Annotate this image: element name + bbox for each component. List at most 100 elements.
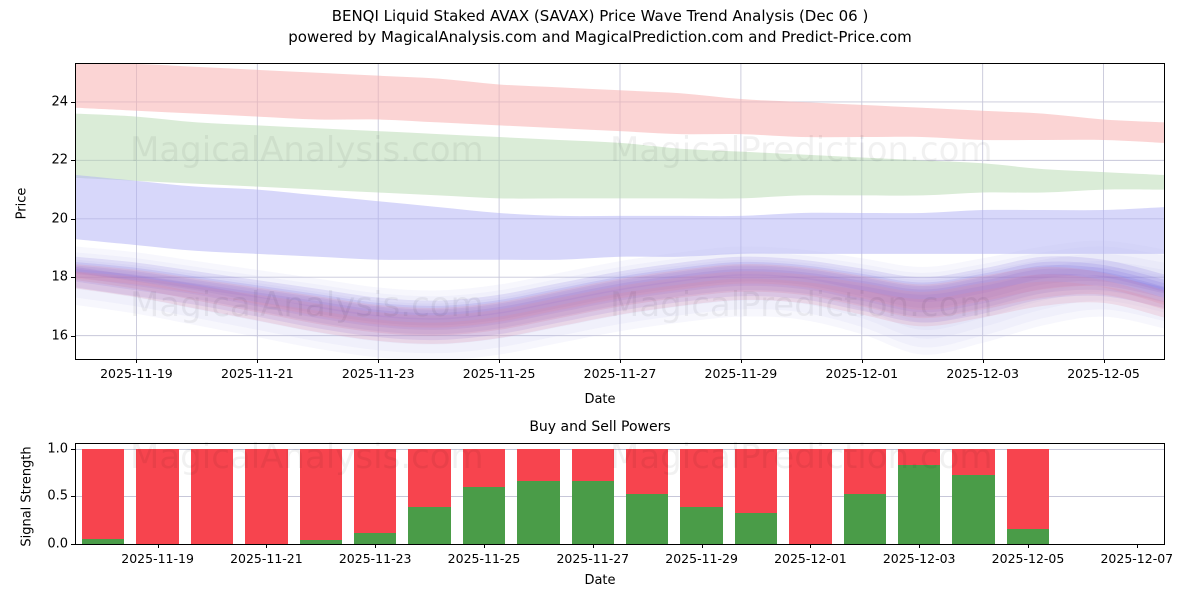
buy-power-segment	[299, 540, 342, 544]
price-x-tick-label: 2025-11-25	[462, 366, 536, 381]
title-line-1: BENQI Liquid Staked AVAX (SAVAX) Price W…	[331, 7, 869, 25]
bars-x-axis-label: Date	[584, 573, 616, 588]
bars-y-tick-mark	[71, 448, 75, 450]
signal-bar[interactable]	[299, 444, 342, 544]
sell-power-segment	[190, 448, 234, 544]
price-y-tick-label: 20	[51, 211, 68, 227]
bars-y-axis-label: Signal Strength	[19, 446, 35, 547]
price-x-tick-label: 2025-12-03	[946, 366, 1019, 381]
price-y-tick-label: 18	[51, 269, 68, 285]
bars-chart-title: Buy and Sell Powers	[529, 419, 671, 435]
page-title: BENQI Liquid Staked AVAX (SAVAX) Price W…	[0, 6, 1200, 48]
signal-bar[interactable]	[897, 444, 941, 544]
price-band-upper-trend-band-green	[76, 113, 1164, 199]
bars-x-tick-label: 2025-11-23	[338, 551, 412, 566]
price-y-tick-label: 16	[51, 328, 68, 344]
buy-power-segment	[408, 506, 451, 544]
sell-power-segment	[299, 448, 342, 544]
signal-bar[interactable]	[789, 444, 832, 544]
sell-power-segment	[353, 448, 397, 544]
sell-power-segment	[81, 448, 125, 544]
bars-x-tick-label: 2025-11-27	[556, 551, 630, 566]
price-plot-area	[76, 64, 1164, 359]
bars-chart-axes	[75, 443, 1165, 545]
price-x-tick-mark	[620, 359, 621, 363]
signal-bar[interactable]	[843, 444, 886, 544]
price-y-tick-mark	[71, 335, 75, 337]
buy-power-segment	[625, 493, 669, 544]
bars-x-tick-mark	[919, 544, 921, 548]
price-x-tick-label: 2025-11-23	[341, 366, 415, 381]
sell-power-segment	[245, 448, 288, 544]
signal-bar[interactable]	[136, 444, 179, 544]
signal-bar[interactable]	[81, 444, 125, 544]
bars-x-tick-label: 2025-11-21	[230, 551, 303, 566]
sell-power-segment	[1006, 448, 1050, 544]
bars-y-tick-mark	[71, 544, 75, 545]
bars-y-tick-label: 1.0	[47, 441, 68, 457]
price-x-tick-mark	[740, 359, 742, 363]
price-band-wave-envelope-inner-purple	[76, 256, 1164, 341]
buy-power-segment	[81, 539, 125, 544]
buy-power-segment	[353, 532, 397, 544]
bars-x-tick-label: 2025-12-07	[1100, 551, 1174, 566]
signal-bar[interactable]	[190, 444, 234, 544]
price-x-tick-mark	[499, 359, 501, 363]
price-y-tick-mark	[71, 101, 75, 103]
buy-power-segment	[462, 486, 506, 544]
price-y-tick-label: 22	[51, 152, 68, 168]
signal-bar[interactable]	[353, 444, 397, 544]
signal-bar[interactable]	[1006, 444, 1050, 544]
signal-bar[interactable]	[952, 444, 995, 544]
bars-x-tick-mark	[1028, 544, 1029, 548]
price-y-tick-mark	[71, 218, 75, 220]
bars-x-tick-label: 2025-12-01	[774, 551, 847, 566]
buy-power-segment	[952, 475, 995, 544]
bars-y-tick-label: 0.0	[47, 536, 68, 552]
buy-power-segment	[734, 512, 778, 544]
bars-x-tick-mark	[266, 544, 268, 548]
bars-x-tick-mark	[701, 544, 703, 548]
price-x-tick-label: 2025-11-21	[221, 366, 294, 381]
price-x-tick-label: 2025-12-05	[1067, 366, 1140, 381]
price-band-resistance-band-red	[76, 64, 1164, 143]
bars-x-tick-label: 2025-12-05	[991, 551, 1065, 566]
signal-bar[interactable]	[734, 444, 778, 544]
price-x-tick-label: 2025-11-27	[583, 366, 657, 381]
price-y-axis-label: Price	[14, 187, 30, 220]
price-x-tick-mark	[136, 359, 138, 363]
bars-x-tick-mark	[375, 544, 377, 548]
price-x-tick-label: 2025-11-29	[704, 366, 778, 381]
bars-x-tick-label: 2025-11-29	[665, 551, 738, 566]
bars-x-tick-label: 2025-11-25	[447, 551, 521, 566]
price-x-tick-mark	[982, 359, 984, 363]
bars-x-tick-mark	[592, 544, 594, 548]
buy-power-segment	[843, 493, 886, 544]
signal-bar[interactable]	[245, 444, 288, 544]
bars-gridline	[76, 448, 1164, 450]
price-x-tick-mark	[1103, 359, 1105, 363]
buy-power-segment	[1006, 528, 1050, 544]
price-band-wave-envelope-outer	[76, 240, 1164, 359]
price-x-axis-label: Date	[584, 392, 616, 407]
bars-x-tick-mark	[810, 544, 812, 548]
signal-bar[interactable]	[517, 444, 560, 544]
signal-bar[interactable]	[462, 444, 506, 544]
price-y-tick-label: 24	[51, 94, 68, 110]
buy-power-segment	[680, 506, 723, 544]
price-y-tick-mark	[71, 160, 75, 162]
price-x-tick-label: 2025-12-01	[825, 366, 899, 381]
bars-x-tick-label: 2025-12-03	[882, 551, 956, 566]
signal-bar[interactable]	[571, 444, 614, 544]
signal-bar[interactable]	[1061, 444, 1103, 544]
buy-power-segment	[517, 481, 560, 544]
signal-bar[interactable]	[680, 444, 723, 544]
price-band-wave-mid-pink	[76, 263, 1164, 344]
bars-x-tick-mark	[157, 544, 159, 548]
price-band-support-band-blue	[76, 174, 1164, 260]
signal-bar[interactable]	[408, 444, 451, 544]
price-y-tick-mark	[71, 277, 75, 279]
price-x-tick-mark	[257, 359, 259, 363]
signal-bar[interactable]	[625, 444, 669, 544]
